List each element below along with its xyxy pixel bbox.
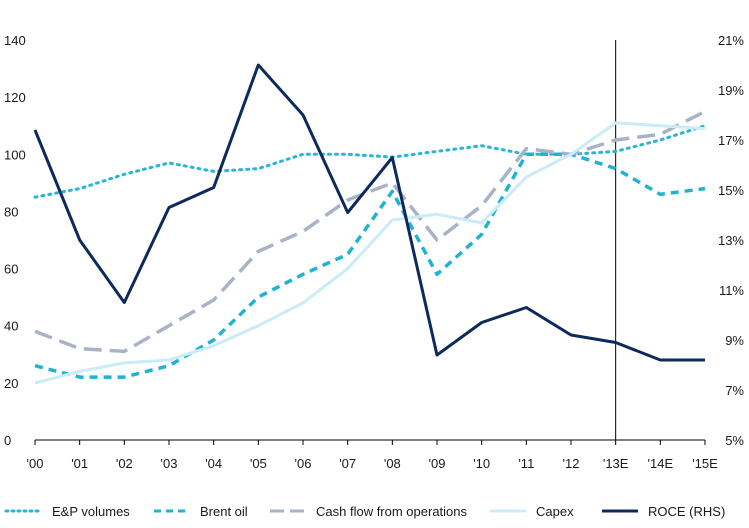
y-left-tick-label: 60: [4, 262, 18, 277]
y-right-tick-label: 17%: [718, 133, 744, 148]
x-tick-label: '05: [250, 456, 267, 471]
legend-item-ep-volumes: E&P volumes: [4, 498, 130, 524]
legend-swatch-solid-light-icon: [490, 509, 526, 513]
y-right-tick-label: 7%: [725, 383, 744, 398]
legend-item-brent-oil: Brent oil: [152, 498, 248, 524]
x-tick-label: '09: [429, 456, 446, 471]
legend-swatch-dotted-icon: [4, 509, 44, 513]
y-left-tick-label: 100: [4, 147, 26, 162]
legend-label: Cash flow from operations: [316, 503, 468, 519]
y-right-tick-label: 15%: [718, 183, 744, 198]
x-axis-ticks: '00 '01 '02 '03 '04 '05 '06 '07 '08 '09 '10 '11 '12 '…: [27, 440, 718, 471]
x-tick-label: '10: [473, 456, 490, 471]
legend-label: E&P volumes: [52, 503, 130, 519]
legend-swatch-solid-dark-icon: [602, 509, 638, 513]
legend-swatch-dashed-icon: [154, 509, 190, 513]
x-tick-label: '08: [384, 456, 401, 471]
legend-item-capex: Capex: [488, 498, 574, 524]
x-tick-label: '04: [205, 456, 222, 471]
x-tick-label: '01: [71, 456, 88, 471]
x-tick-label: '03: [161, 456, 178, 471]
x-tick-label: '12: [563, 456, 580, 471]
x-tick-label: '11: [518, 456, 534, 471]
x-tick-label: '13E: [603, 456, 629, 471]
left-y-axis: 0 20 40 60 80 100 120 140: [4, 33, 26, 448]
series-line-e-p-volumes: [33, 124, 707, 199]
legend-swatch-longdash-icon: [270, 509, 306, 513]
y-right-tick-label: 13%: [718, 233, 744, 248]
y-left-tick-label: 0: [4, 433, 11, 448]
legend-label: ROCE (RHS): [648, 503, 726, 519]
legend-item-roce: ROCE (RHS): [600, 498, 725, 524]
x-tick-label: '06: [295, 456, 312, 471]
y-right-tick-label: 5%: [725, 433, 744, 448]
y-right-tick-label: 21%: [718, 33, 744, 48]
y-left-tick-label: 20: [4, 376, 18, 391]
x-tick-label: '02: [116, 456, 133, 471]
x-tick-label: '14E: [648, 456, 674, 471]
series-line-capex: [34, 121, 706, 385]
legend-label: Brent oil: [200, 503, 248, 519]
series-line-roce-rhs: [33, 63, 705, 362]
right-y-axis: 5% 7% 9% 11% 13% 15% 17% 19% 21%: [718, 33, 744, 448]
y-left-tick-label: 40: [4, 319, 18, 334]
y-left-tick-label: 120: [4, 90, 26, 105]
chart-series: [33, 63, 707, 385]
x-tick-label: '07: [339, 456, 356, 471]
legend-item-cash-flow: Cash flow from operations: [268, 498, 467, 524]
legend-label: Capex: [536, 503, 574, 519]
y-right-tick-label: 19%: [718, 83, 744, 98]
y-left-tick-label: 80: [4, 204, 18, 219]
series-line-brent-oil: [34, 152, 706, 379]
y-right-tick-label: 9%: [725, 333, 744, 348]
y-left-tick-label: 140: [4, 33, 26, 48]
y-right-tick-label: 11%: [719, 283, 744, 298]
series-line-cash-flow-from-operations: [34, 109, 706, 354]
x-tick-label: '00: [27, 456, 44, 471]
legend: E&P volumes Brent oil Cash flow from ope…: [0, 498, 749, 524]
x-tick-label: '15E: [692, 456, 718, 471]
